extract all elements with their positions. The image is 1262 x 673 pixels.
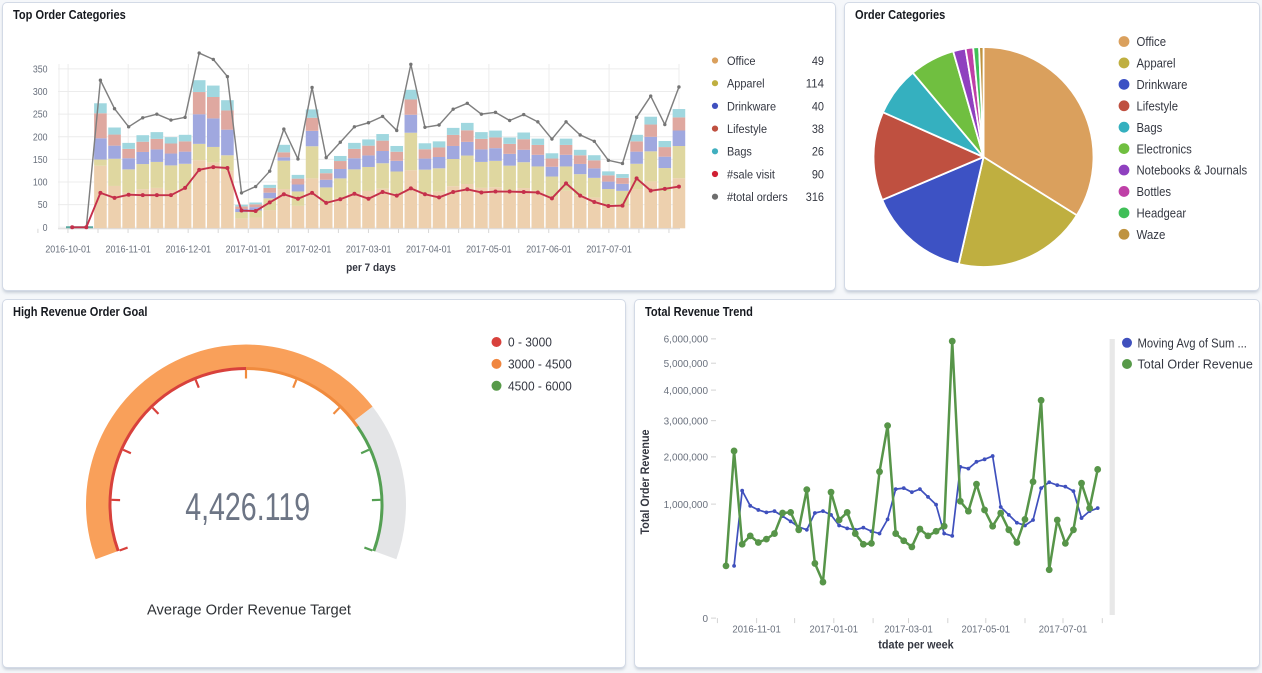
svg-text:200: 200: [33, 132, 48, 143]
svg-text:0: 0: [43, 223, 48, 234]
svg-text:Total Order Revenue: Total Order Revenue: [640, 430, 652, 535]
svg-text:2017-05-01: 2017-05-01: [962, 624, 1011, 636]
svg-text:350: 350: [33, 64, 48, 75]
svg-text:per 7 days: per 7 days: [346, 262, 396, 274]
svg-text:0: 0: [702, 613, 708, 625]
svg-text:2016-10-01: 2016-10-01: [45, 245, 91, 256]
svg-text:250: 250: [33, 110, 48, 121]
svg-text:3,000,000: 3,000,000: [664, 415, 709, 427]
svg-text:2017-06-01: 2017-06-01: [526, 245, 572, 256]
svg-text:3000 - 4500: 3000 - 4500: [508, 357, 572, 372]
svg-text:Office: Office: [727, 54, 756, 68]
svg-text:100: 100: [33, 178, 48, 189]
svg-text:2017-01-01: 2017-01-01: [810, 624, 859, 636]
svg-text:Total Order Revenue: Total Order Revenue: [1138, 357, 1253, 372]
svg-text:Moving Avg of Sum ...: Moving Avg of Sum ...: [1138, 336, 1247, 351]
svg-text:4500 - 6000: 4500 - 6000: [508, 379, 572, 394]
svg-text:2017-04-01: 2017-04-01: [406, 245, 452, 256]
svg-text:2017-07-01: 2017-07-01: [1039, 624, 1088, 636]
svg-text:Lifestyle: Lifestyle: [727, 122, 767, 136]
svg-text:#total orders: #total orders: [727, 190, 788, 204]
svg-text:tdate per week: tdate per week: [878, 640, 954, 652]
svg-text:Bags: Bags: [1137, 120, 1163, 135]
svg-text:Bags: Bags: [727, 145, 752, 159]
svg-text:Headgear: Headgear: [1137, 206, 1187, 221]
svg-text:Average Order Revenue Target: Average Order Revenue Target: [147, 602, 352, 619]
svg-text:Bottles: Bottles: [1137, 184, 1172, 199]
svg-text:316: 316: [806, 190, 824, 204]
svg-text:2017-07-01: 2017-07-01: [586, 245, 632, 256]
svg-text:0 - 3000: 0 - 3000: [508, 335, 552, 350]
svg-text:38: 38: [812, 122, 824, 136]
svg-text:300: 300: [33, 87, 48, 98]
svg-text:4,000,000: 4,000,000: [664, 385, 709, 397]
svg-text:Office: Office: [1137, 34, 1167, 49]
svg-text:5,000,000: 5,000,000: [664, 358, 709, 370]
svg-text:2016-11-01: 2016-11-01: [732, 624, 781, 636]
svg-text:6,000,000: 6,000,000: [664, 334, 709, 346]
svg-text:26: 26: [812, 145, 824, 159]
svg-text:Drinkware: Drinkware: [727, 99, 776, 113]
svg-text:#sale visit: #sale visit: [727, 167, 775, 181]
svg-text:90: 90: [812, 167, 824, 181]
svg-text:2017-05-01: 2017-05-01: [466, 245, 512, 256]
svg-text:Apparel: Apparel: [1137, 56, 1176, 71]
svg-text:1,000,000: 1,000,000: [664, 499, 709, 511]
svg-text:2017-03-01: 2017-03-01: [346, 245, 392, 256]
svg-text:50: 50: [38, 200, 48, 211]
svg-text:2016-11-01: 2016-11-01: [105, 245, 151, 256]
svg-text:Waze: Waze: [1137, 227, 1166, 242]
svg-text:Apparel: Apparel: [727, 77, 765, 91]
svg-text:2017-02-01: 2017-02-01: [286, 245, 332, 256]
svg-text:Lifestyle: Lifestyle: [1137, 98, 1178, 113]
svg-text:49: 49: [812, 54, 824, 68]
svg-text:Electronics: Electronics: [1137, 141, 1193, 156]
svg-text:150: 150: [33, 155, 48, 166]
svg-text:2017-03-01: 2017-03-01: [884, 624, 933, 636]
svg-text:4,426.119: 4,426.119: [185, 486, 310, 529]
svg-text:2017-01-01: 2017-01-01: [226, 245, 272, 256]
svg-text:Notebooks & Journals: Notebooks & Journals: [1137, 163, 1248, 178]
svg-text:40: 40: [812, 99, 824, 113]
svg-text:2,000,000: 2,000,000: [664, 452, 709, 464]
svg-text:2016-12-01: 2016-12-01: [166, 245, 212, 256]
svg-text:Drinkware: Drinkware: [1137, 77, 1188, 92]
svg-text:114: 114: [806, 77, 824, 91]
